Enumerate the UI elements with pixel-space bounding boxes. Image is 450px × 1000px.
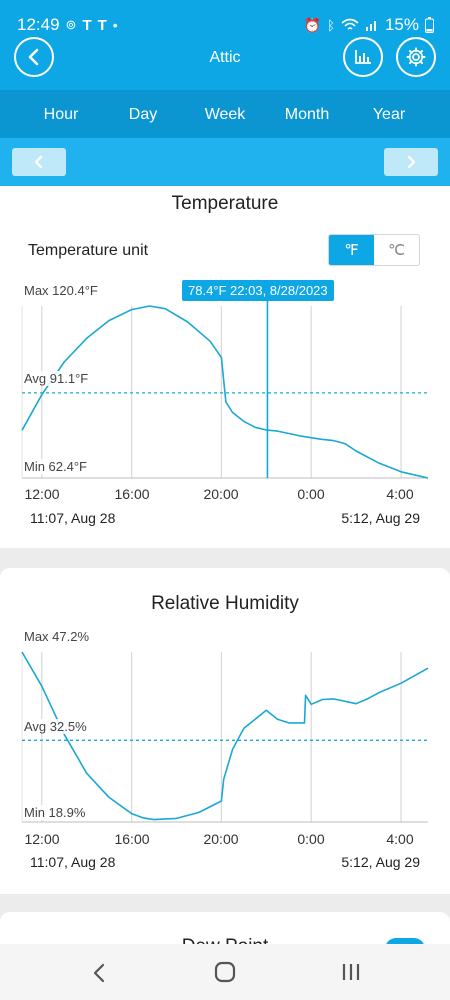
battery-level: 15%: [384, 15, 419, 34]
temperature-x-tick: 4:00: [386, 486, 414, 502]
status-time: 12:49: [17, 15, 60, 34]
tab-week[interactable]: Week: [204, 106, 246, 123]
nav-home-icon[interactable]: [214, 961, 236, 983]
back-button[interactable]: [14, 37, 54, 77]
settings-button[interactable]: [396, 37, 436, 77]
bluetooth-icon: ᛒ: [327, 17, 335, 33]
temperature-cursor-tooltip: 78.4°F 22:03, 8/28/2023: [182, 280, 334, 301]
humidity-x-tick: 20:00: [203, 831, 239, 847]
humidity-max-label: Max 47.2%: [23, 629, 91, 644]
temperature-title: Temperature: [171, 193, 279, 214]
dew-point-toggle[interactable]: [385, 938, 425, 944]
humidity-chart[interactable]: [0, 648, 450, 828]
chevron-left-icon: [28, 48, 39, 66]
signal-icon: [365, 21, 376, 31]
temperature-series-line: [21, 305, 429, 479]
nav-recents-icon[interactable]: [340, 962, 362, 982]
battery-icon: [425, 17, 434, 33]
temperature-x-tick: 16:00: [114, 486, 150, 502]
temperature-chart[interactable]: [0, 300, 450, 485]
humidity-series-line: [21, 651, 429, 821]
tab-day[interactable]: Day: [128, 106, 158, 123]
temperature-unit-toggle: ℉ ℃: [328, 234, 420, 266]
bar-chart-icon: [355, 50, 371, 64]
dew-point-title: Dew Point: [0, 936, 450, 944]
tesla-icon: T: [82, 16, 92, 34]
temperature-range-start: 11:07, Aug 28: [30, 510, 116, 526]
humidity-min-label: Min 18.9%: [23, 805, 87, 820]
chevron-left-icon: [34, 155, 43, 169]
tab-month[interactable]: Month: [284, 106, 330, 123]
temperature-max-label: Max 120.4°F: [23, 283, 99, 298]
notification-icon: ⊚: [65, 17, 77, 32]
period-navigation: [0, 138, 450, 186]
temperature-x-tick: 20:00: [203, 486, 239, 502]
tab-hour[interactable]: Hour: [43, 106, 79, 123]
system-navigation-bar: [0, 944, 450, 1000]
tab-year[interactable]: Year: [372, 106, 406, 123]
app-header: 12:49 ⊚ T T • ⏰ ᛒ 15% Attic Hour Day Wee…: [0, 0, 450, 186]
humidity-range-end: 5:12, Aug 29: [341, 854, 420, 870]
temperature-min-label: Min 62.4°F: [23, 459, 89, 474]
next-period-button[interactable]: [384, 148, 438, 176]
temperature-range-end: 5:12, Aug 29: [341, 510, 420, 526]
dew-point-card: Dew Point: [0, 912, 450, 944]
temperature-card: [0, 186, 450, 548]
humidity-x-tick: 12:00: [24, 831, 60, 847]
temperature-unit-label: Temperature unit: [28, 242, 149, 259]
temperature-x-tick: 0:00: [297, 486, 325, 502]
humidity-avg-label: Avg 32.5%: [23, 719, 88, 734]
unit-celsius-option[interactable]: ℃: [388, 242, 405, 259]
wifi-icon: [341, 18, 359, 30]
temperature-x-tick: 12:00: [24, 486, 60, 502]
humidity-range-start: 11:07, Aug 28: [30, 854, 116, 870]
previous-period-button[interactable]: [12, 148, 66, 176]
dot-icon: •: [112, 17, 118, 33]
humidity-x-tick: 16:00: [114, 831, 150, 847]
humidity-x-tick: 4:00: [386, 831, 414, 847]
page-title: Attic: [209, 49, 241, 66]
tesla-icon: T: [97, 16, 107, 34]
humidity-title: Relative Humidity: [151, 593, 299, 614]
alarm-icon: ⏰: [303, 16, 322, 33]
unit-fahrenheit-option[interactable]: ℉: [329, 235, 374, 265]
status-bar: 12:49 ⊚ T T • ⏰ ᛒ 15%: [0, 0, 450, 48]
chevron-right-icon: [407, 155, 416, 169]
humidity-x-tick: 0:00: [297, 831, 325, 847]
time-range-tabs: Hour Day Week Month Year: [0, 90, 450, 138]
nav-back-icon[interactable]: [90, 962, 108, 984]
gear-icon: [406, 47, 426, 67]
chart-view-button[interactable]: [343, 37, 383, 77]
temperature-avg-label: Avg 91.1°F: [23, 371, 90, 386]
